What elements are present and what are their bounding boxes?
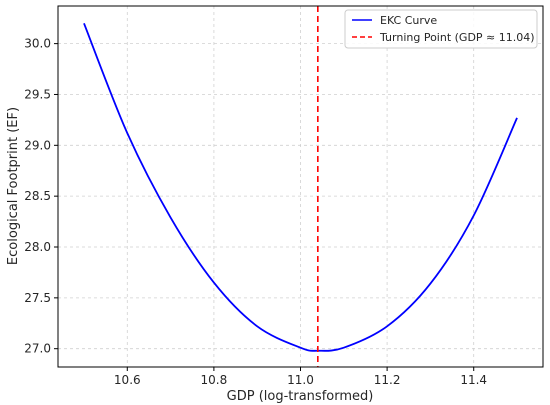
y-tick-label: 30.0 bbox=[24, 37, 51, 51]
y-tick-label: 29.5 bbox=[24, 87, 51, 101]
y-tick-label: 28.5 bbox=[24, 189, 51, 203]
series-line-ekc-curve bbox=[83, 22, 518, 352]
x-axis: 10.6 10.8 11.0 11.2 11.4 bbox=[114, 367, 487, 387]
x-tick-label: 11.0 bbox=[287, 373, 314, 387]
y-axis: 27.0 27.5 28.0 28.5 29.0 29.5 30.0 bbox=[24, 37, 58, 356]
x-tick-label: 11.4 bbox=[460, 373, 487, 387]
y-tick-label: 29.0 bbox=[24, 138, 51, 152]
x-tick-label: 10.8 bbox=[201, 373, 228, 387]
y-tick-label: 27.5 bbox=[24, 291, 51, 305]
legend: EKC Curve Turning Point (GDP ≈ 11.04) bbox=[344, 9, 538, 49]
legend-box bbox=[344, 9, 538, 49]
plot-area bbox=[83, 6, 518, 367]
y-tick-label: 27.0 bbox=[24, 342, 51, 356]
legend-label-ekc: EKC Curve bbox=[380, 14, 437, 27]
y-axis-label: Ecological Footprint (EF) bbox=[6, 107, 21, 265]
grid bbox=[58, 6, 543, 367]
x-axis-label: GDP (log-transformed) bbox=[227, 389, 374, 404]
legend-label-turning-point: Turning Point (GDP ≈ 11.04) bbox=[379, 31, 535, 44]
x-tick-label: 10.6 bbox=[114, 373, 141, 387]
x-tick-label: 11.2 bbox=[374, 373, 401, 387]
y-tick-label: 28.0 bbox=[24, 240, 51, 254]
